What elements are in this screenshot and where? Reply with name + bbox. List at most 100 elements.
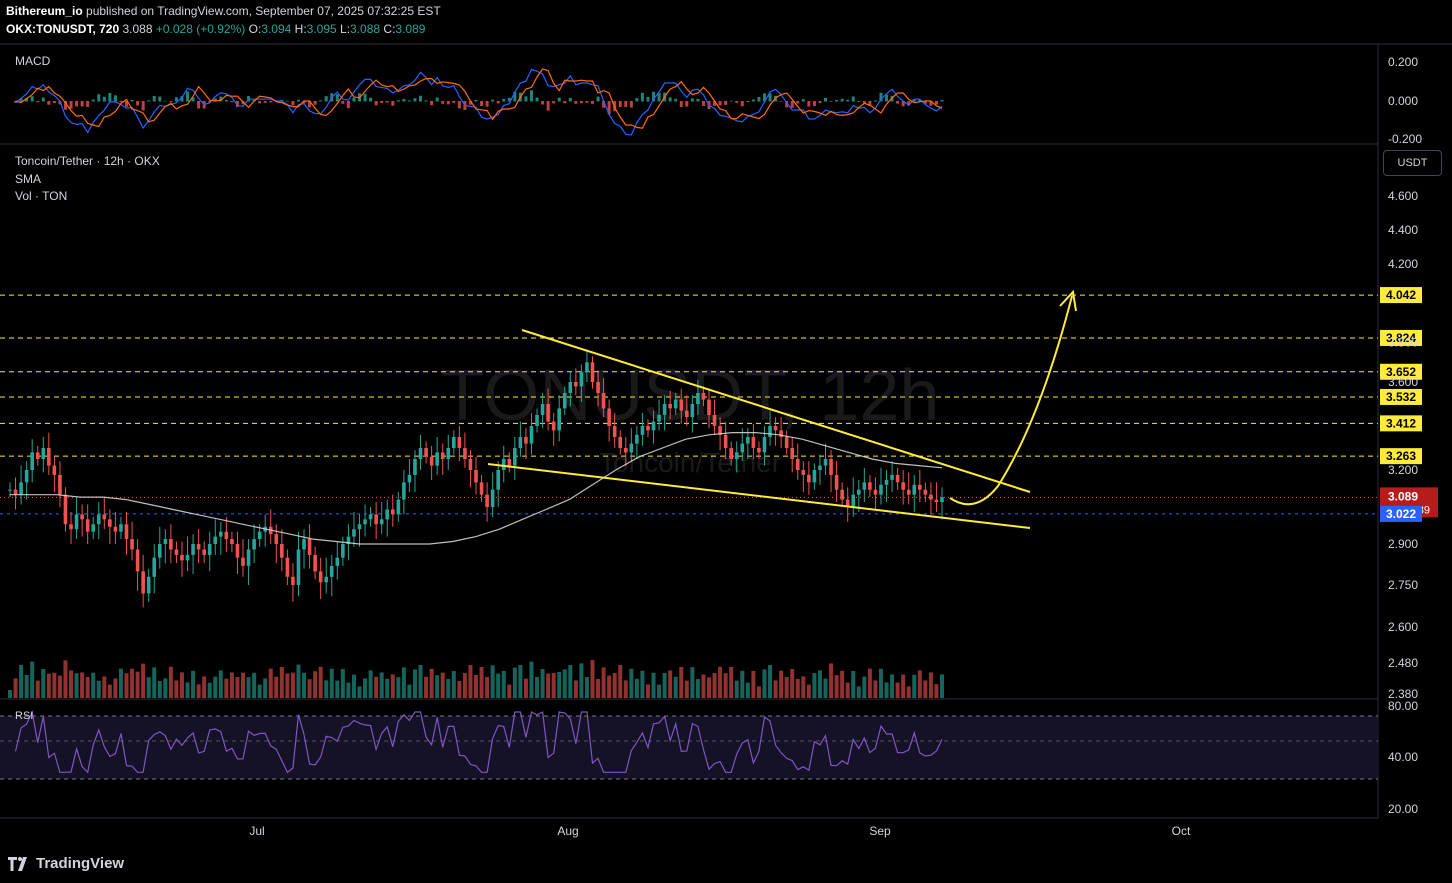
candle: [646, 426, 650, 431]
candle: [113, 526, 118, 532]
macd-histogram-bar: [574, 101, 578, 104]
candle: [63, 494, 68, 525]
macd-histogram-bar: [391, 101, 395, 106]
candle: [635, 434, 639, 444]
candle: [146, 576, 151, 594]
chart-canvas[interactable]: TONUSDT, 12h Toncoin/Tether 4.0423.8243.…: [0, 0, 1452, 848]
candle: [723, 434, 728, 448]
volume-bar: [257, 684, 262, 698]
volume-bar: [274, 676, 279, 698]
candle: [307, 539, 312, 555]
volume-bar: [540, 669, 545, 698]
candle: [768, 426, 772, 437]
candle: [590, 362, 595, 382]
candle: [596, 382, 600, 393]
candle: [912, 484, 917, 495]
candle: [224, 531, 229, 540]
tradingview-logo[interactable]: TradingView: [8, 855, 124, 872]
macd-histogram-bar: [762, 93, 766, 102]
volume-bar: [63, 660, 68, 698]
candle: [252, 539, 256, 550]
candle: [818, 465, 822, 470]
publisher-name[interactable]: Bithereum_io: [6, 4, 83, 18]
macd-histogram-bar: [369, 97, 373, 102]
candle: [801, 470, 806, 475]
candle: [629, 443, 634, 453]
candle: [58, 474, 62, 495]
volume-bar: [396, 677, 401, 698]
macd-histogram-bar: [790, 101, 794, 108]
macd-histogram-bar: [346, 101, 350, 109]
candle: [108, 519, 112, 527]
macd-histogram-bar: [69, 101, 73, 109]
watermark: TONUSDT, 12h: [441, 356, 940, 436]
tradingview-logo-icon: [8, 856, 27, 871]
volume-bar: [523, 678, 528, 698]
candle: [296, 549, 301, 585]
macd-histogram-bar: [441, 101, 445, 104]
candle: [124, 524, 129, 540]
volume-bar: [124, 673, 129, 698]
macd-histogram-bar: [657, 92, 661, 102]
volume-bar: [662, 673, 667, 698]
volume-bar: [346, 682, 351, 698]
candle: [479, 482, 484, 495]
sma-label[interactable]: SMA: [15, 172, 42, 186]
volume-bar: [834, 675, 839, 698]
volume-bar: [202, 676, 207, 698]
candle: [329, 565, 334, 577]
candle: [923, 489, 928, 495]
low-label: L:: [340, 22, 351, 36]
volume-bar: [157, 681, 162, 698]
macd-histogram-bar: [729, 100, 733, 102]
candle: [335, 557, 340, 566]
macd-histogram-bar: [746, 101, 750, 103]
level-tag-label: 3.532: [1386, 390, 1416, 404]
candle: [740, 443, 745, 453]
macd-histogram-bar: [940, 99, 944, 102]
volume-label[interactable]: Vol · TON: [15, 189, 68, 203]
rsi-label[interactable]: RSI: [15, 710, 34, 722]
currency-button[interactable]: USDT: [1383, 150, 1442, 176]
volume-bar: [734, 680, 739, 698]
volume-bar: [562, 669, 567, 698]
macd-histogram-bar: [668, 97, 672, 102]
close-value: 3.089: [395, 22, 426, 36]
candle: [52, 465, 57, 475]
macd-histogram-bar: [480, 101, 484, 106]
candle: [24, 470, 29, 483]
price-axis-tick: 4.600: [1388, 189, 1418, 203]
candle: [257, 531, 262, 540]
macd-histogram-bar: [851, 96, 855, 102]
candle: [851, 494, 856, 507]
candle: [829, 459, 833, 475]
volume-bar: [141, 663, 146, 698]
macd-histogram-bar: [840, 98, 844, 102]
macd-label[interactable]: MACD: [15, 54, 51, 68]
candle: [435, 452, 439, 466]
projection-arrow: [949, 295, 1073, 506]
candle: [485, 494, 489, 507]
candle: [840, 489, 844, 500]
candle: [940, 497, 944, 503]
candle: [668, 404, 672, 409]
macd-histogram-bar: [796, 101, 800, 104]
volume-bar: [867, 668, 872, 698]
macd-histogram-bar: [219, 96, 223, 102]
macd-histogram-bar: [474, 99, 478, 102]
candle: [862, 482, 867, 490]
macd-histogram-bar: [75, 101, 79, 107]
symbol-text[interactable]: OKX:TONUSDT, 720: [6, 22, 120, 36]
volume-bar: [701, 674, 706, 698]
volume-bar: [573, 680, 578, 698]
candle: [934, 499, 939, 503]
volume-bar: [19, 665, 24, 698]
candle: [540, 404, 545, 415]
rsi-line: [14, 710, 943, 774]
candle: [241, 557, 245, 566]
candle: [180, 554, 184, 561]
macd-histogram-bar: [785, 101, 789, 108]
pane-title[interactable]: Toncoin/Tether · 12h · OKX: [15, 154, 160, 168]
volume-bar: [24, 675, 29, 698]
level-tag-label: 4.042: [1386, 288, 1416, 302]
